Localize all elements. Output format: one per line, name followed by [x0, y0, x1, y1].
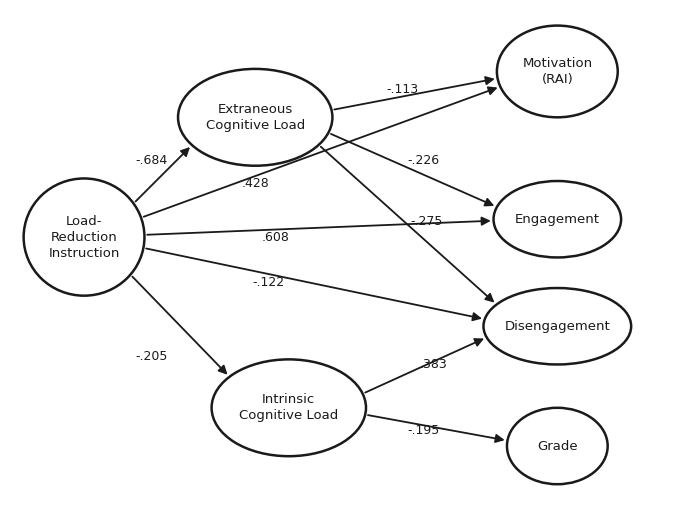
- Text: Disengagement: Disengagement: [504, 320, 610, 333]
- Text: -.684: -.684: [135, 154, 167, 167]
- Text: Grade: Grade: [537, 439, 577, 452]
- Text: -.226: -.226: [407, 154, 439, 167]
- Ellipse shape: [484, 288, 631, 365]
- Text: Engagement: Engagement: [515, 213, 600, 226]
- Ellipse shape: [212, 359, 366, 456]
- Text: Intrinsic
Cognitive Load: Intrinsic Cognitive Load: [239, 393, 338, 422]
- Ellipse shape: [497, 25, 618, 118]
- Text: -.195: -.195: [407, 424, 439, 437]
- Text: .428: .428: [241, 177, 269, 190]
- Text: -.205: -.205: [135, 350, 167, 363]
- Text: Motivation
(RAI): Motivation (RAI): [522, 57, 593, 86]
- Text: -.113: -.113: [387, 83, 419, 96]
- Text: Extraneous
Cognitive Load: Extraneous Cognitive Load: [206, 103, 305, 132]
- Text: -.122: -.122: [253, 277, 285, 290]
- Text: .383: .383: [419, 358, 447, 371]
- Text: Load-
Reduction
Instruction: Load- Reduction Instruction: [49, 215, 120, 259]
- Ellipse shape: [507, 408, 608, 484]
- Text: -.275: -.275: [410, 215, 443, 228]
- Ellipse shape: [493, 181, 621, 257]
- Text: .608: .608: [262, 230, 289, 243]
- Ellipse shape: [178, 69, 332, 166]
- Ellipse shape: [23, 178, 145, 296]
